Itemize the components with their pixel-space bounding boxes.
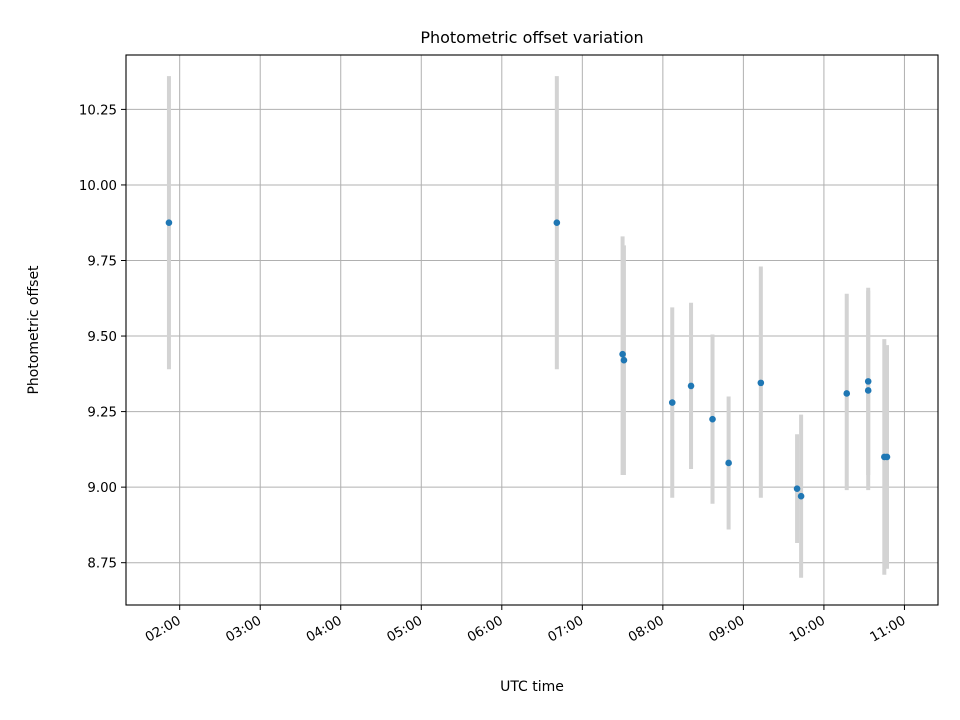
data-point [883,453,891,461]
data-point [864,378,872,385]
y-axis-label: Photometric offset [26,265,42,395]
chart-title: Photometric offset variation [420,28,643,47]
axes-frame [125,54,939,606]
data-point [165,219,173,227]
y-tick-label: 10.00 [79,179,117,194]
y-axis-ticks: 8.75 9.00 9.25 9.50 9.75 10.00 10.25 [79,103,126,572]
data-point [797,492,805,500]
data-point [709,415,716,423]
data-point [843,390,851,397]
grid [126,55,938,605]
x-axis-label: UTC time [500,679,564,695]
data-point [864,387,872,394]
data-point [757,379,765,387]
y-tick-label: 9.00 [87,481,117,496]
data-point [619,350,626,358]
data-point [793,485,801,492]
y-tick-label: 9.25 [87,406,117,421]
data-point [620,356,628,364]
data-point [668,399,676,406]
data-point [553,219,561,227]
y-tick-label: 9.75 [87,254,117,269]
data-point [687,382,695,390]
y-tick-label: 10.25 [79,103,117,118]
y-tick-label: 8.75 [87,557,117,572]
data-points [165,219,891,500]
data-point [725,459,732,467]
y-tick-label: 9.50 [87,330,117,345]
